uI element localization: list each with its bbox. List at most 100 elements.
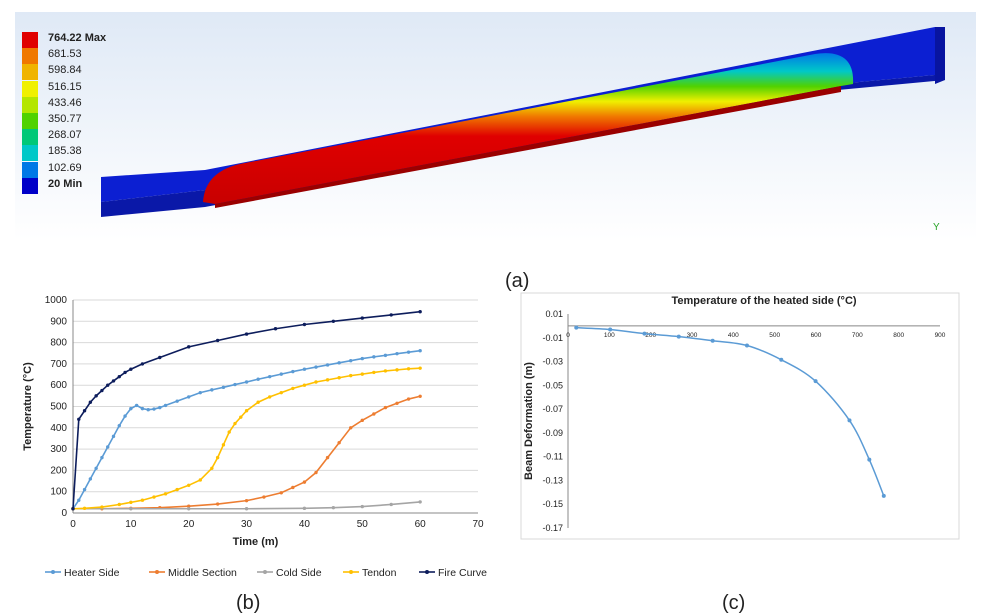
series-point (389, 502, 393, 507)
series-point (418, 366, 422, 370)
beam-render-svg: Y (15, 12, 976, 240)
series-point (244, 380, 249, 384)
legend-label: 20 Min (48, 177, 83, 190)
series-point (117, 423, 121, 428)
series-point (198, 390, 202, 395)
series-point (314, 380, 318, 384)
series-point (111, 379, 116, 383)
series-point (187, 345, 191, 349)
series-point (406, 397, 411, 401)
series-point (279, 390, 283, 395)
series-point (129, 507, 133, 511)
series-point (129, 500, 133, 505)
series-point (418, 348, 422, 353)
legend-swatch (22, 161, 38, 178)
x-tick-label: 700 (852, 332, 863, 339)
series-point (163, 403, 168, 408)
series-point (129, 406, 133, 411)
legend-label: 516.15 (48, 80, 82, 93)
legend-label: 681.53 (48, 48, 82, 61)
y-axis-title: Temperature (°C) (22, 362, 34, 451)
legend-swatch (22, 113, 38, 129)
x-tick-label: 600 (811, 332, 822, 339)
legend-label: Middle Section (168, 567, 237, 579)
series-point (198, 478, 202, 482)
series-point (215, 338, 220, 343)
legend-row: 516.15 (22, 80, 142, 97)
series-line (72, 349, 421, 510)
series-point (71, 507, 75, 511)
series-point (233, 421, 237, 426)
x-tick-label: 0 (70, 519, 76, 530)
deformation-point (779, 357, 784, 362)
series-point (77, 417, 81, 421)
y-tick-label: 0 (61, 508, 67, 519)
legend-swatch (22, 177, 38, 194)
series-point (302, 506, 307, 511)
x-tick-label: 50 (357, 519, 369, 530)
x-tick-label: 300 (687, 332, 698, 339)
y-tick-label: -0.09 (542, 428, 563, 438)
series-point (325, 363, 330, 367)
legend-row: 185.38 (22, 145, 142, 162)
series-point (244, 498, 249, 503)
figure-label-a: (a) (505, 270, 530, 292)
deformation-point (574, 325, 579, 330)
x-tick-label: 60 (415, 519, 427, 530)
y-tick-label: 400 (50, 423, 67, 434)
series-point (331, 319, 336, 323)
series-point (291, 386, 295, 391)
series-point (418, 500, 422, 504)
series-point (82, 487, 87, 492)
legend-label: Tendon (362, 567, 397, 579)
y-tick-label: -0.01 (542, 333, 563, 343)
series-point (140, 498, 145, 502)
series-point (187, 507, 191, 511)
series-point (279, 372, 283, 376)
series-point (244, 507, 249, 511)
series-point (372, 412, 376, 416)
x-tick-label: 800 (893, 332, 904, 339)
series-point (187, 504, 191, 508)
series-point (268, 395, 272, 399)
series-point (314, 470, 318, 475)
heated-zone-bottom (215, 86, 841, 208)
legend-marker (263, 570, 267, 574)
series-point (100, 455, 104, 460)
series-point (360, 504, 364, 509)
series-point (152, 407, 156, 411)
chart-border (520, 292, 960, 540)
series-point (233, 382, 237, 387)
x-tick-label: 100 (604, 332, 615, 339)
series-point (372, 370, 376, 375)
series-point (215, 502, 220, 506)
series-point (140, 362, 145, 366)
series-point (383, 369, 388, 373)
series-point (106, 383, 110, 387)
series-point (77, 498, 81, 502)
series-point (117, 502, 121, 507)
y-axis-triad-label: Y (933, 222, 940, 233)
y-tick-label: -0.13 (542, 475, 563, 485)
deformation-point (881, 493, 886, 498)
series-point (349, 359, 353, 363)
series-point (111, 434, 116, 439)
legend-label: Fire Curve (438, 567, 487, 579)
series-point (331, 505, 336, 510)
series-point (158, 405, 162, 410)
series-point (152, 495, 156, 499)
series-point (94, 466, 98, 470)
legend-swatch (22, 32, 38, 48)
legend-marker (425, 570, 429, 574)
legend-label: 185.38 (48, 145, 82, 158)
series-point (221, 385, 226, 390)
x-tick-label: 900 (935, 332, 946, 339)
series-point (146, 407, 150, 412)
series-point (389, 313, 393, 317)
series-point (175, 487, 179, 492)
y-tick-label: 300 (50, 444, 67, 455)
legend-row: 598.84 (22, 64, 142, 81)
series-point (360, 356, 364, 361)
temperature-time-chart: 0 100 200 300 400 500 600 700 800 900 1000 0 10 20 30 4… (22, 295, 487, 579)
series-point (337, 441, 341, 445)
